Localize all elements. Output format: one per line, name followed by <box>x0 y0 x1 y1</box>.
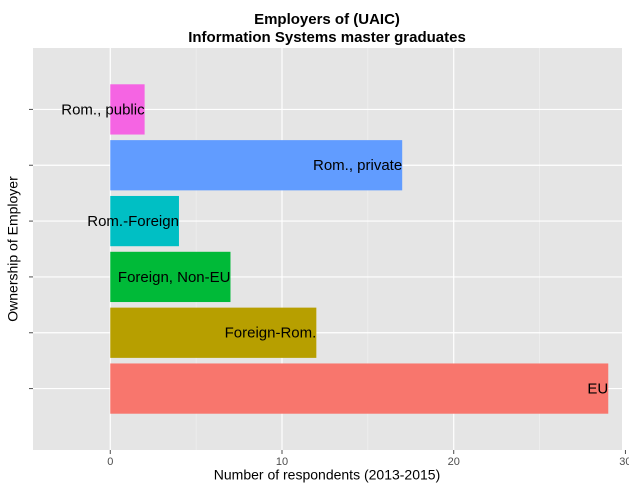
bar <box>110 307 317 358</box>
bar-label: Rom., public <box>61 101 145 118</box>
bar-label: Rom., private <box>313 157 402 174</box>
bar-label: EU <box>587 381 608 398</box>
x-tick-label: 0 <box>107 456 113 468</box>
x-axis-title: Number of respondents (2013-2015) <box>214 467 440 483</box>
x-tick-label: 20 <box>448 456 460 468</box>
bar <box>110 251 231 303</box>
chart-title: Information Systems master graduates <box>188 29 466 46</box>
bar <box>110 363 609 414</box>
bar <box>110 140 403 191</box>
bar <box>110 84 145 135</box>
bar-label: Rom.-Foreign <box>87 213 179 230</box>
chart-title: Employers of (UAIC) <box>254 11 400 28</box>
bar-label: Foreign-Rom. <box>225 325 317 342</box>
x-tick-label: 30 <box>619 456 629 468</box>
y-axis-title: Ownership of Employer <box>5 176 21 322</box>
x-tick-label: 10 <box>276 456 288 468</box>
bar-label: Foreign, Non-EU <box>118 269 231 286</box>
bar <box>110 195 179 247</box>
